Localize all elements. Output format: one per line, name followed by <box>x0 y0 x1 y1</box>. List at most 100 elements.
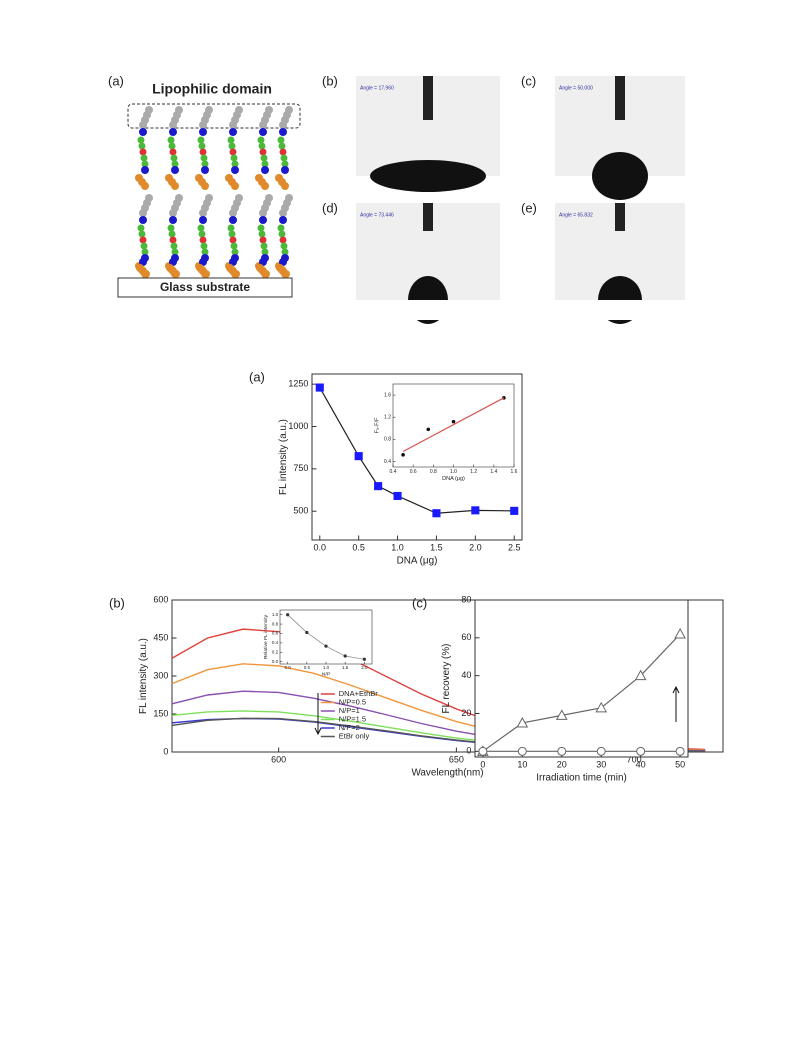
marker <box>286 613 290 617</box>
y-tick-label: 450 <box>153 632 168 642</box>
arrow <box>672 685 680 722</box>
peptide <box>230 154 238 162</box>
peptide <box>169 236 177 244</box>
legend-label: N/P=1.5 <box>339 714 366 723</box>
peptide <box>258 142 266 150</box>
peptide <box>280 242 288 250</box>
peptide <box>257 136 265 144</box>
x-tick-label: 50 <box>675 759 685 769</box>
marker <box>451 419 456 424</box>
y-tick-label: 150 <box>153 708 168 718</box>
x-tick-label: 1.0 <box>391 542 404 552</box>
panel-label: (c) <box>412 595 427 610</box>
y-tick-label: 0.4 <box>384 459 391 465</box>
x-tick-label: 0 <box>480 759 485 769</box>
peptide <box>198 142 206 150</box>
marker <box>426 427 431 432</box>
linker <box>141 166 149 174</box>
arrow <box>314 693 322 736</box>
y-tick-label: 0.8 <box>272 621 279 626</box>
linker <box>259 258 267 266</box>
panel-label: (a) <box>249 369 265 384</box>
marker <box>636 746 646 756</box>
y-tick-label: 40 <box>461 670 471 680</box>
x-tick-label: 10 <box>517 759 527 769</box>
plot-frame <box>392 383 515 468</box>
lipid-head <box>169 121 177 129</box>
peptide <box>231 248 239 256</box>
linker <box>139 128 147 136</box>
peptide <box>137 224 145 232</box>
peptide <box>199 148 207 156</box>
peptide <box>141 248 149 256</box>
x-tick-label: 1.0 <box>323 665 330 670</box>
peptide <box>201 248 209 256</box>
angle-readout: Angle = 17.960 <box>360 85 394 91</box>
y-tick-label: 1.2 <box>384 415 391 421</box>
marker <box>343 654 347 658</box>
legend-label: EtBr only <box>339 731 370 740</box>
peptide <box>170 242 178 250</box>
marker <box>354 452 363 461</box>
x-axis-label: N/P <box>322 672 331 678</box>
peptide <box>169 148 177 156</box>
peptide <box>167 136 175 144</box>
peptide <box>168 142 176 150</box>
schematic-title: Lipophilic domain <box>152 81 272 97</box>
x-tick-label: 0.6 <box>410 469 417 475</box>
peptide <box>171 248 179 256</box>
x-tick-label: 2.0 <box>469 542 482 552</box>
anchor <box>172 270 180 278</box>
legend-label: N/P=2 <box>339 723 360 732</box>
marker <box>305 630 309 635</box>
peptide <box>278 230 286 238</box>
cover <box>0 300 793 320</box>
angle-readout: Angle = 73.446 <box>360 212 394 218</box>
marker <box>516 716 529 728</box>
peptide <box>257 224 265 232</box>
anchor <box>202 270 210 278</box>
peptide <box>228 142 236 150</box>
x-tick-label: 0.0 <box>285 665 292 670</box>
marker <box>478 746 488 756</box>
peptide <box>229 236 237 244</box>
substrate-label: Glass substrate <box>160 280 250 294</box>
y-tick-label: 500 <box>293 506 308 516</box>
peptide <box>138 230 146 238</box>
anchor <box>261 182 269 190</box>
peptide <box>167 224 175 232</box>
x-axis-label: Irradiation time (min) <box>536 772 627 783</box>
lipid-head <box>259 209 267 217</box>
linker <box>199 128 207 136</box>
x-tick-label: 1.6 <box>511 469 518 475</box>
x-tick-label: 1.5 <box>430 542 443 552</box>
droplet <box>370 160 486 192</box>
y-tick-label: 600 <box>153 594 168 604</box>
lipid-head <box>229 121 237 129</box>
y-tick-label: 1250 <box>288 379 308 389</box>
lipid-head <box>199 209 207 217</box>
y-axis-label: Relative FL intensity <box>263 614 269 659</box>
y-tick-label: 0.0 <box>272 659 279 664</box>
needle <box>615 76 625 120</box>
y-tick-label: 0.8 <box>384 437 391 443</box>
marker <box>393 491 402 501</box>
y-tick-label: 0.2 <box>272 649 279 654</box>
x-tick-label: 0.8 <box>430 469 437 475</box>
x-tick-label: 1.0 <box>450 469 457 475</box>
y-axis-label: FL recovery (%) <box>441 644 452 714</box>
y-tick-label: 300 <box>153 670 168 680</box>
marker <box>362 657 366 661</box>
linker <box>279 258 287 266</box>
anchor <box>281 182 289 190</box>
marker <box>510 506 519 515</box>
droplet <box>592 152 648 200</box>
panel-label: (b) <box>109 595 125 610</box>
legend-label: N/P=1 <box>339 706 360 715</box>
lipid-head <box>169 209 177 217</box>
y-tick-label: 0 <box>466 746 471 756</box>
marker <box>674 628 686 639</box>
peptide <box>228 230 236 238</box>
marker <box>634 669 647 681</box>
